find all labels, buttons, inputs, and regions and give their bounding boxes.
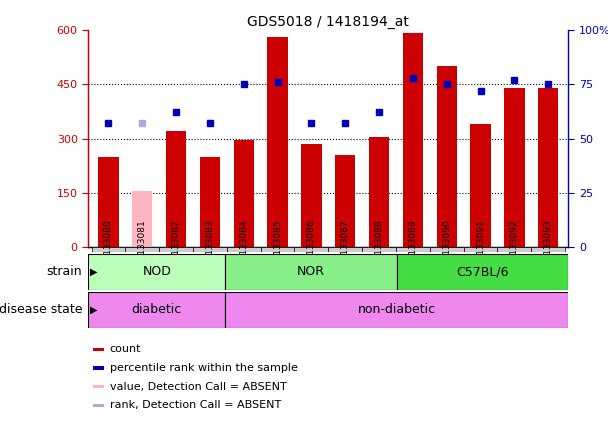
Text: C57BL/6: C57BL/6: [457, 265, 509, 278]
Bar: [335, 155, 356, 247]
Bar: [430, 247, 464, 252]
Bar: [464, 247, 497, 252]
Text: GSM1133088: GSM1133088: [375, 219, 384, 280]
Bar: [88, 254, 226, 290]
Text: count: count: [110, 344, 141, 354]
Bar: [397, 254, 568, 290]
Bar: [301, 144, 322, 247]
Bar: [396, 247, 430, 252]
Bar: [328, 247, 362, 252]
Text: percentile rank within the sample: percentile rank within the sample: [110, 363, 298, 373]
Text: non-diabetic: non-diabetic: [358, 303, 436, 316]
Bar: [268, 37, 288, 247]
Bar: [132, 191, 153, 247]
Text: GSM1133091: GSM1133091: [476, 219, 485, 280]
Bar: [88, 292, 226, 328]
Text: GSM1133082: GSM1133082: [171, 219, 181, 280]
Text: GSM1133090: GSM1133090: [442, 219, 451, 280]
Bar: [98, 157, 119, 247]
Bar: [402, 33, 423, 247]
Title: GDS5018 / 1418194_at: GDS5018 / 1418194_at: [247, 14, 409, 29]
Text: ▶: ▶: [90, 267, 97, 277]
Bar: [531, 247, 565, 252]
Bar: [538, 88, 558, 247]
Text: GSM1133081: GSM1133081: [138, 219, 147, 280]
Text: rank, Detection Call = ABSENT: rank, Detection Call = ABSENT: [110, 400, 281, 410]
Text: strain: strain: [46, 265, 82, 278]
Text: GSM1133086: GSM1133086: [307, 219, 316, 280]
Text: GSM1133084: GSM1133084: [240, 219, 248, 280]
Text: GSM1133080: GSM1133080: [104, 219, 113, 280]
Bar: [233, 140, 254, 247]
Bar: [93, 404, 103, 407]
Text: ▶: ▶: [90, 305, 97, 315]
Text: GSM1133085: GSM1133085: [273, 219, 282, 280]
Text: NOD: NOD: [142, 265, 171, 278]
Text: GSM1133093: GSM1133093: [544, 219, 553, 280]
Bar: [166, 131, 186, 247]
Bar: [226, 254, 397, 290]
Bar: [200, 157, 220, 247]
Bar: [125, 247, 159, 252]
Text: diabetic: diabetic: [132, 303, 182, 316]
Bar: [159, 247, 193, 252]
Bar: [93, 366, 103, 370]
Bar: [362, 247, 396, 252]
Bar: [294, 247, 328, 252]
Bar: [471, 124, 491, 247]
Text: GSM1133087: GSM1133087: [340, 219, 350, 280]
Text: GSM1133092: GSM1133092: [510, 219, 519, 280]
Text: GSM1133089: GSM1133089: [409, 219, 417, 280]
Text: value, Detection Call = ABSENT: value, Detection Call = ABSENT: [110, 382, 286, 392]
Text: GSM1133083: GSM1133083: [206, 219, 215, 280]
Bar: [437, 66, 457, 247]
Bar: [504, 88, 525, 247]
Bar: [92, 247, 125, 252]
Text: disease state: disease state: [0, 303, 82, 316]
Bar: [227, 247, 261, 252]
Text: NOR: NOR: [297, 265, 325, 278]
Bar: [497, 247, 531, 252]
Bar: [93, 385, 103, 388]
Bar: [369, 137, 389, 247]
Bar: [193, 247, 227, 252]
Bar: [226, 292, 568, 328]
Bar: [261, 247, 294, 252]
Bar: [93, 348, 103, 351]
